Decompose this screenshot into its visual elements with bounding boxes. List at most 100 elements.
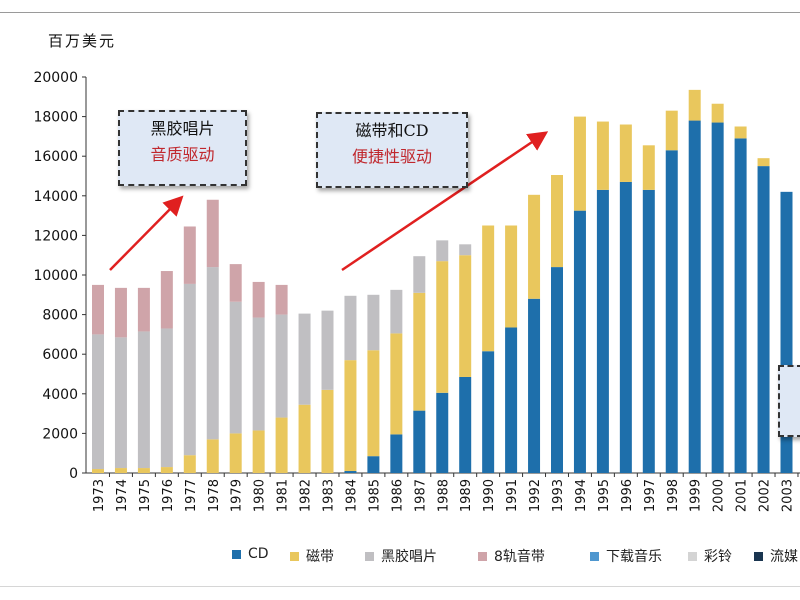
bar-segment xyxy=(321,310,334,390)
x-tick-label: 1984 xyxy=(344,479,359,512)
bar-segment xyxy=(642,145,655,190)
y-tick-label: 20000 xyxy=(33,70,78,86)
bar-segment xyxy=(528,298,541,473)
y-tick-label: 8000 xyxy=(42,308,78,324)
legend-item-cd: CD xyxy=(232,546,269,562)
bar-segment xyxy=(206,267,219,440)
bar-segment xyxy=(298,313,311,405)
bar-segment xyxy=(229,433,242,473)
legend-label: 彩铃 xyxy=(704,549,732,565)
bar-segment xyxy=(757,166,770,473)
x-tick-label: 1976 xyxy=(161,479,176,512)
y-tick-label: 10000 xyxy=(33,268,78,284)
bar-segment xyxy=(252,430,265,473)
bar-segment xyxy=(137,468,150,473)
bar-segment xyxy=(344,471,357,473)
bar-segment xyxy=(229,301,242,434)
y-tick-label: 4000 xyxy=(42,387,78,403)
bar-segment xyxy=(734,138,747,473)
x-tick-label: 1980 xyxy=(253,479,268,512)
bar-segment xyxy=(367,456,380,473)
annotation-vinyl-driver: 音质驱动 xyxy=(150,145,215,164)
bar-segment xyxy=(160,328,173,468)
x-tick-label: 1979 xyxy=(230,479,245,512)
bars-layer xyxy=(92,89,793,474)
legend-swatch xyxy=(590,551,599,561)
bar-segment xyxy=(183,226,196,284)
annotation-cut-off xyxy=(778,365,800,437)
bar-segment xyxy=(505,327,518,473)
x-tick-label: 1985 xyxy=(367,479,382,512)
bar-segment xyxy=(137,287,150,332)
x-tick-label: 1974 xyxy=(115,479,130,512)
x-tick-label: 1995 xyxy=(597,479,612,512)
bar-segment xyxy=(711,122,724,473)
bar-segment xyxy=(642,189,655,474)
legend-swatch xyxy=(688,551,697,561)
legend-item-8track: 8轨音带 xyxy=(478,546,545,566)
legend-item-streaming: 流媒 xyxy=(754,546,798,566)
bar-segment xyxy=(551,175,563,268)
legend-swatch xyxy=(232,549,241,559)
x-tick-label: 2003 xyxy=(781,479,796,512)
x-tick-label: 1978 xyxy=(207,479,222,512)
x-tick-label: 1992 xyxy=(528,479,543,512)
x-tick-label: 1987 xyxy=(413,479,428,512)
legend-label: 黑胶唱片 xyxy=(381,549,437,565)
bar-segment xyxy=(390,289,403,334)
bar-segment xyxy=(183,455,196,473)
legend-swatch xyxy=(290,551,299,561)
legend-item-vinyl: 黑胶唱片 xyxy=(365,546,437,566)
bar-segment xyxy=(344,295,357,361)
y-tick-label: 14000 xyxy=(33,189,78,205)
bar-segment xyxy=(596,189,609,474)
annotation-tape-driver: 便捷性驱动 xyxy=(351,147,432,166)
bar-segment xyxy=(436,240,449,262)
bar-segment xyxy=(688,120,701,473)
bar-segment xyxy=(734,126,747,139)
bar-segment xyxy=(596,121,609,190)
bar-segment xyxy=(367,294,380,351)
bar-segment xyxy=(321,389,334,473)
bar-segment xyxy=(160,467,173,473)
bar-segment xyxy=(757,158,770,167)
x-tick-label: 1983 xyxy=(322,479,337,512)
bar-segment xyxy=(298,404,311,473)
bar-segment xyxy=(206,439,219,473)
x-tick-label: 1989 xyxy=(459,479,474,512)
top-border xyxy=(0,12,800,13)
bar-segment xyxy=(551,267,563,473)
bar-segment xyxy=(92,284,104,335)
bar-segment xyxy=(183,283,196,456)
bottom-border xyxy=(0,586,800,587)
bar-segment xyxy=(114,337,127,469)
bar-segment xyxy=(390,333,403,435)
legend-swatch xyxy=(754,551,763,561)
bar-segment xyxy=(619,181,632,473)
legend-label: 下载音乐 xyxy=(606,549,662,565)
annotation-tape-cd: 磁带和CD 便捷性驱动 xyxy=(316,112,468,188)
legend-label: 磁带 xyxy=(306,549,334,565)
bar-segment xyxy=(206,199,219,268)
unit-label: 百万美元 xyxy=(48,32,117,50)
bar-segment xyxy=(413,256,426,293)
x-tick-label: 1993 xyxy=(551,479,566,512)
legend-label: 8轨音带 xyxy=(494,549,545,565)
y-tick-label: 2000 xyxy=(42,426,78,442)
bar-segment xyxy=(92,469,104,473)
annotation-vinyl: 黑胶唱片 音质驱动 xyxy=(118,110,247,186)
legend-item-tape: 磁带 xyxy=(290,546,334,566)
legend-label: CD xyxy=(248,546,269,562)
legend-swatch xyxy=(478,551,487,561)
bar-segment xyxy=(573,210,586,473)
bar-segment xyxy=(665,150,678,473)
x-tick-label: 1999 xyxy=(689,479,704,512)
bar-segment xyxy=(252,281,265,318)
bar-segment xyxy=(436,261,449,393)
x-tick-label: 1975 xyxy=(138,479,153,512)
x-tick-label: 1973 xyxy=(92,479,107,512)
bar-segment xyxy=(436,392,449,473)
legend-item-ringtone: 彩铃 xyxy=(688,546,732,566)
bar-segment xyxy=(275,284,288,315)
annotation-tape-title: 磁带和CD xyxy=(355,121,429,140)
